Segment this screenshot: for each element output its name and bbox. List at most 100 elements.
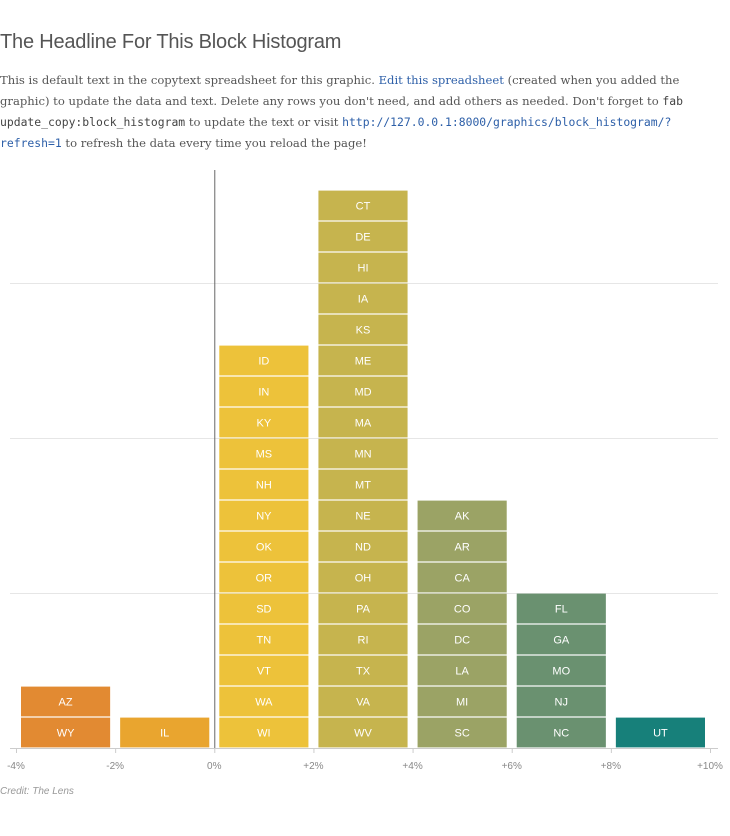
block-label: DC bbox=[454, 635, 470, 647]
histogram-block bbox=[318, 314, 408, 345]
block-label: NH bbox=[256, 480, 272, 492]
histogram-block bbox=[318, 655, 408, 686]
histogram-block bbox=[219, 624, 309, 655]
histogram-block bbox=[318, 593, 408, 624]
x-tick-label: 0% bbox=[207, 761, 222, 772]
intro-text-part: This is default text in the copytext spr… bbox=[0, 73, 379, 87]
block-label: IL bbox=[160, 728, 169, 740]
edit-spreadsheet-link[interactable]: Edit this spreadsheet bbox=[378, 73, 504, 87]
histogram-block bbox=[318, 624, 408, 655]
block-label: NJ bbox=[555, 697, 568, 709]
block-label: LA bbox=[455, 666, 469, 678]
block-label: CT bbox=[356, 201, 371, 213]
histogram-block bbox=[318, 345, 408, 376]
refresh-url-link[interactable]: http://127.0.0.1:8000/graphics/block_his… bbox=[0, 115, 672, 150]
histogram-block bbox=[318, 407, 408, 438]
histogram-block bbox=[318, 283, 408, 314]
histogram-block bbox=[516, 655, 606, 686]
x-tick-label: +4% bbox=[402, 761, 422, 772]
page-title: The Headline For This Block Histogram bbox=[0, 31, 342, 53]
histogram-block bbox=[318, 717, 408, 748]
x-tick-label: +2% bbox=[303, 761, 323, 772]
block-label: OR bbox=[256, 573, 273, 585]
x-tick-label: +10% bbox=[697, 761, 723, 772]
block-label: VT bbox=[257, 666, 271, 678]
histogram-block bbox=[219, 686, 309, 717]
block-label: NE bbox=[355, 511, 370, 523]
histogram-block bbox=[219, 562, 309, 593]
block-label: VA bbox=[356, 697, 371, 709]
block-label: OH bbox=[355, 573, 372, 585]
histogram-block bbox=[318, 469, 408, 500]
x-tick-label: -2% bbox=[106, 761, 124, 772]
block-label: MT bbox=[355, 480, 371, 492]
histogram-block bbox=[318, 376, 408, 407]
histogram-block bbox=[219, 500, 309, 531]
histogram-block bbox=[516, 686, 606, 717]
block-label: HI bbox=[358, 263, 369, 275]
histogram-block bbox=[417, 593, 507, 624]
histogram-block bbox=[516, 624, 606, 655]
histogram-block bbox=[219, 469, 309, 500]
block-label: AZ bbox=[59, 697, 73, 709]
histogram-block bbox=[318, 531, 408, 562]
histogram-block bbox=[417, 686, 507, 717]
histogram-block bbox=[615, 717, 705, 748]
block-label: MN bbox=[354, 449, 371, 461]
block-label: PA bbox=[356, 604, 371, 616]
histogram-block bbox=[516, 717, 606, 748]
histogram-block bbox=[219, 407, 309, 438]
block-label: KY bbox=[257, 418, 272, 430]
block-label: SD bbox=[256, 604, 271, 616]
block-label: IN bbox=[258, 387, 269, 399]
block-label: AR bbox=[455, 542, 470, 554]
block-label: KS bbox=[356, 325, 371, 337]
histogram-block bbox=[219, 593, 309, 624]
x-tick-label: +6% bbox=[502, 761, 522, 772]
histogram-block bbox=[219, 531, 309, 562]
histogram-block bbox=[318, 686, 408, 717]
histogram-block bbox=[417, 624, 507, 655]
histogram-chart: WY AZ IL WI WA VT TN SD OR OK NY NH MS KY IN ID WV VA TX RI… bbox=[7, 170, 723, 772]
block-label: AK bbox=[455, 511, 470, 523]
block-label: DE bbox=[355, 232, 370, 244]
block-label: ND bbox=[355, 542, 371, 554]
block-label: CA bbox=[455, 573, 471, 585]
histogram-block bbox=[318, 252, 408, 283]
histogram-block bbox=[219, 345, 309, 376]
block-label: MI bbox=[456, 697, 468, 709]
histogram-block bbox=[318, 221, 408, 252]
block-label: ID bbox=[258, 356, 269, 368]
block-label: CO bbox=[454, 604, 471, 616]
histogram-block bbox=[417, 655, 507, 686]
block-label: OK bbox=[256, 542, 273, 554]
histogram-block bbox=[318, 190, 408, 221]
block-label: IA bbox=[358, 294, 369, 306]
intro-text-part: to update the text or visit bbox=[185, 115, 343, 129]
histogram-block bbox=[219, 655, 309, 686]
histogram-block bbox=[21, 686, 111, 717]
histogram-block bbox=[318, 500, 408, 531]
block-label: NY bbox=[256, 511, 272, 523]
histogram-block bbox=[120, 717, 210, 748]
histogram-block bbox=[516, 593, 606, 624]
intro-text-part: to refresh the data every time you reloa… bbox=[61, 136, 367, 150]
histogram-block bbox=[219, 438, 309, 469]
x-tick-label: -4% bbox=[7, 761, 25, 772]
histogram-block bbox=[417, 562, 507, 593]
histogram-block bbox=[21, 717, 111, 748]
block-label: NC bbox=[553, 728, 569, 740]
histogram-block bbox=[318, 438, 408, 469]
block-label: MA bbox=[355, 418, 372, 430]
intro-text-part: (created when you added the graphic) to … bbox=[0, 73, 680, 108]
histogram-block bbox=[318, 562, 408, 593]
histogram-block bbox=[417, 531, 507, 562]
block-label: MO bbox=[552, 666, 570, 678]
block-label: RI bbox=[358, 635, 369, 647]
histogram-block bbox=[417, 717, 507, 748]
block-label: WV bbox=[354, 728, 372, 740]
block-label: SC bbox=[455, 728, 470, 740]
block-label: MD bbox=[354, 387, 371, 399]
credit-line: Credit: The Lens bbox=[0, 786, 74, 797]
histogram-block bbox=[417, 500, 507, 531]
